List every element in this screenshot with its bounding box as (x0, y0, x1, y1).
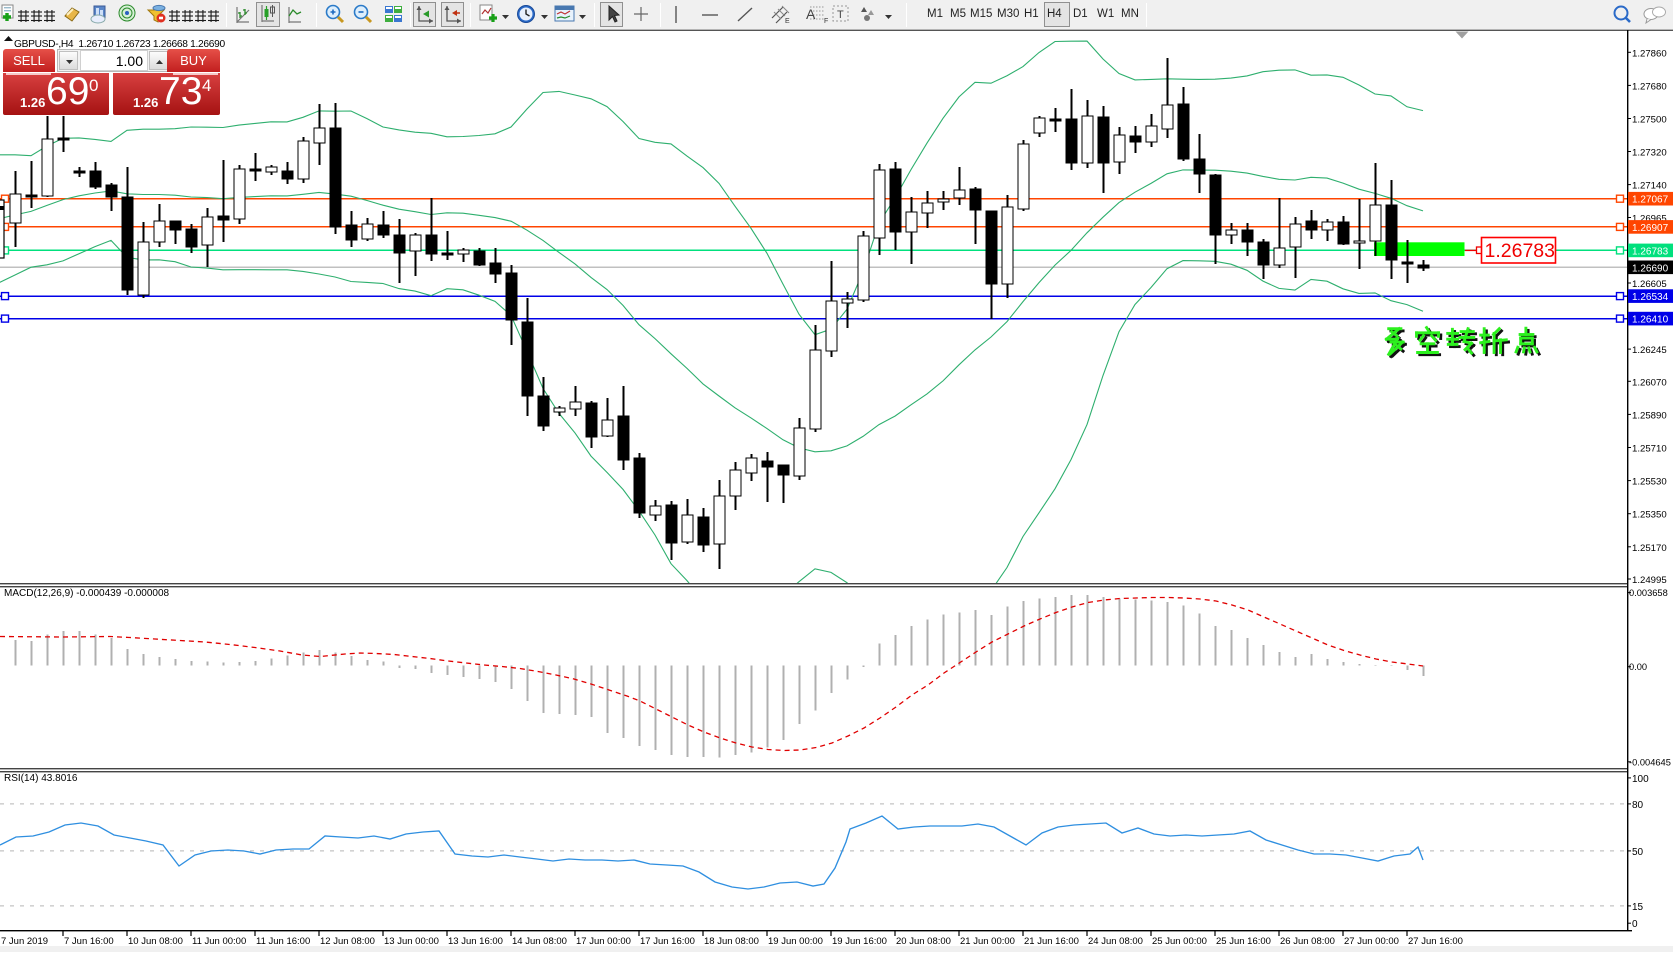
svg-text:1.26070: 1.26070 (1632, 377, 1667, 388)
svg-text:21 Jun 00:00: 21 Jun 00:00 (960, 936, 1015, 947)
svg-text:11 Jun 16:00: 11 Jun 16:00 (256, 936, 310, 947)
svg-text:MACD(12,26,9) -0.000439 -0.000: MACD(12,26,9) -0.000439 -0.000008 (4, 588, 170, 599)
svg-text:1.25170: 1.25170 (1632, 543, 1667, 554)
svg-text:0.003658: 0.003658 (1629, 588, 1668, 598)
svg-text:21 Jun 16:00: 21 Jun 16:00 (1024, 936, 1079, 947)
svg-text:17 Jun 00:00: 17 Jun 00:00 (576, 936, 631, 947)
svg-text:7 Jun 2019: 7 Jun 2019 (1, 936, 48, 947)
svg-text:25 Jun 00:00: 25 Jun 00:00 (1152, 936, 1207, 947)
svg-text:24 Jun 08:00: 24 Jun 08:00 (1088, 936, 1143, 947)
svg-text:1.27860: 1.27860 (1632, 48, 1667, 59)
svg-text:1.26907: 1.26907 (1632, 223, 1669, 234)
svg-text:1.26605: 1.26605 (1632, 279, 1667, 290)
svg-text:1.26690: 1.26690 (1632, 264, 1669, 275)
svg-text:1.26245: 1.26245 (1632, 345, 1667, 356)
svg-text:26 Jun 08:00: 26 Jun 08:00 (1280, 936, 1335, 947)
svg-text:14 Jun 08:00: 14 Jun 08:00 (512, 936, 567, 947)
svg-text:13 Jun 16:00: 13 Jun 16:00 (448, 936, 503, 947)
svg-text:1.25710: 1.25710 (1632, 444, 1667, 455)
svg-text:10 Jun 08:00: 10 Jun 08:00 (128, 936, 183, 947)
svg-text:15: 15 (1632, 902, 1644, 913)
svg-text:RSI(14) 43.8016: RSI(14) 43.8016 (4, 773, 78, 784)
svg-text:1.26965: 1.26965 (1632, 214, 1667, 225)
svg-text:0: 0 (1632, 919, 1638, 930)
svg-text:25 Jun 16:00: 25 Jun 16:00 (1216, 936, 1271, 947)
svg-text:1.26783: 1.26783 (1632, 246, 1669, 257)
svg-text:20 Jun 08:00: 20 Jun 08:00 (896, 936, 951, 947)
svg-text:11 Jun 00:00: 11 Jun 00:00 (192, 936, 246, 947)
svg-text:19 Jun 00:00: 19 Jun 00:00 (768, 936, 823, 947)
svg-text:80: 80 (1632, 800, 1644, 811)
svg-text:50: 50 (1632, 847, 1644, 858)
svg-text:1.27067: 1.27067 (1632, 195, 1669, 206)
svg-text:T: T (837, 9, 844, 21)
svg-text:F: F (824, 18, 828, 25)
svg-text:1.25530: 1.25530 (1632, 477, 1667, 488)
svg-text:E: E (785, 18, 790, 25)
svg-text:1.26410: 1.26410 (1632, 315, 1669, 326)
svg-text:1.26534: 1.26534 (1632, 292, 1669, 303)
svg-text:1.26783: 1.26783 (1485, 240, 1556, 262)
svg-text:1.27140: 1.27140 (1632, 181, 1667, 192)
svg-text:1.27500: 1.27500 (1632, 115, 1667, 126)
svg-text:1.27680: 1.27680 (1632, 81, 1667, 92)
svg-text:27 Jun 00:00: 27 Jun 00:00 (1344, 936, 1399, 947)
svg-text:1.27320: 1.27320 (1632, 148, 1667, 159)
svg-text:1.25350: 1.25350 (1632, 510, 1667, 521)
svg-text:18 Jun 08:00: 18 Jun 08:00 (704, 936, 759, 947)
svg-text:27 Jun 16:00: 27 Jun 16:00 (1408, 936, 1463, 947)
svg-text:7 Jun 16:00: 7 Jun 16:00 (64, 936, 114, 947)
svg-text:-0.004645: -0.004645 (1629, 757, 1671, 767)
svg-text:13 Jun 00:00: 13 Jun 00:00 (384, 936, 439, 947)
svg-text:17 Jun 16:00: 17 Jun 16:00 (640, 936, 695, 947)
svg-text:1.25890: 1.25890 (1632, 410, 1667, 421)
svg-text:100: 100 (1632, 774, 1649, 785)
svg-text:19 Jun 16:00: 19 Jun 16:00 (832, 936, 887, 947)
svg-text:12 Jun 08:00: 12 Jun 08:00 (320, 936, 375, 947)
svg-text:1.24995: 1.24995 (1632, 575, 1667, 586)
svg-text:0.00: 0.00 (1629, 662, 1647, 672)
